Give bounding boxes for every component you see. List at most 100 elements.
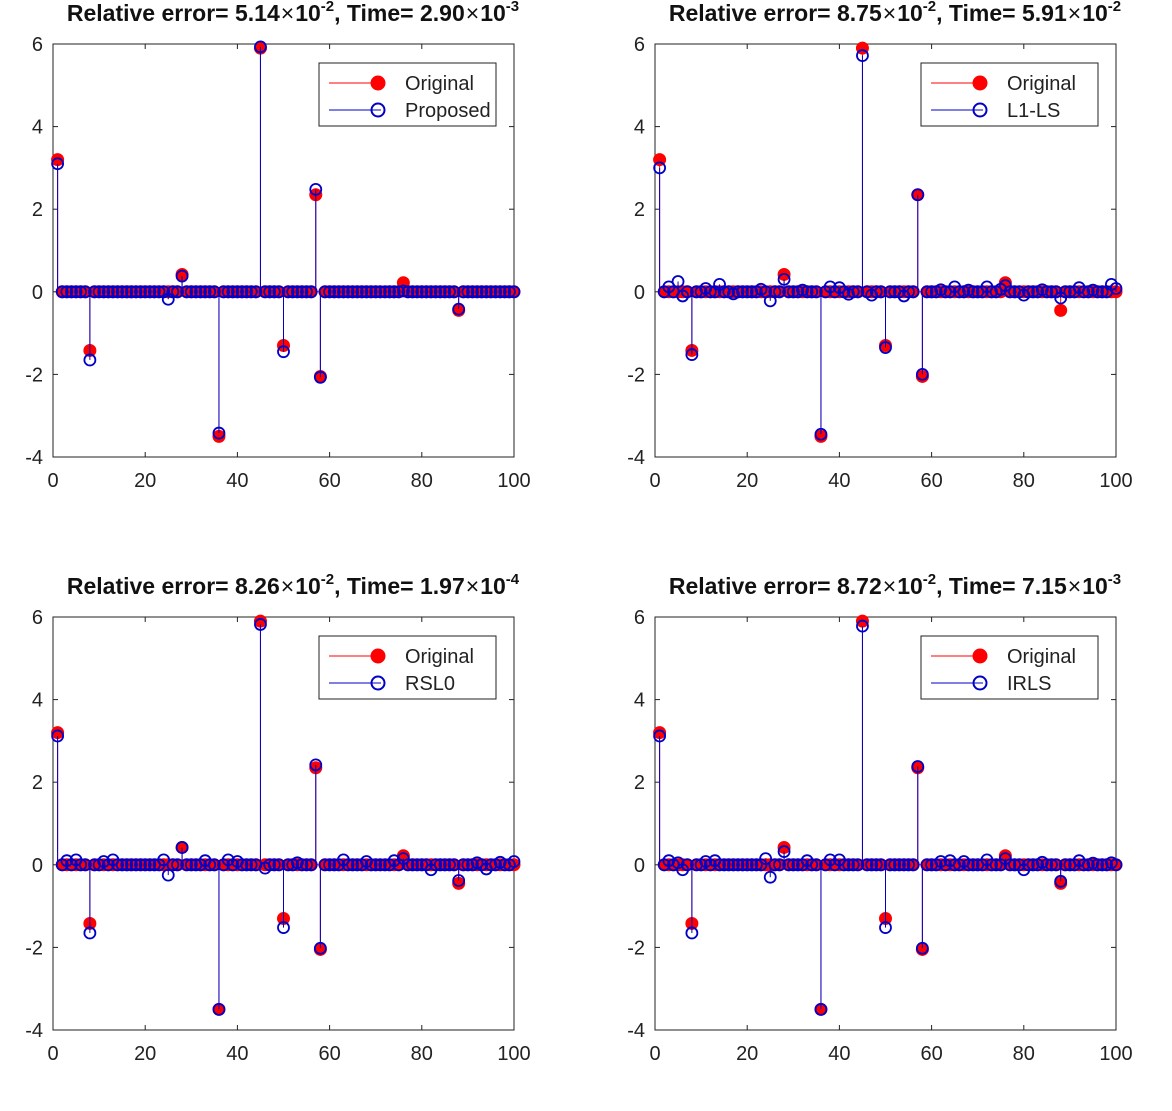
x-tick-label: 20 bbox=[134, 1043, 156, 1065]
stem-plot: 0 20 40 60 80 100 -4 -2 0 2 4 6 Original IRLS bbox=[627, 607, 1132, 1065]
times-sign: × bbox=[882, 573, 897, 599]
recovered-point bbox=[406, 858, 419, 872]
legend-recovered-label: L1-LS bbox=[1007, 100, 1060, 122]
recovered-point bbox=[272, 285, 286, 299]
recovered-point bbox=[369, 285, 383, 299]
recovered-point bbox=[906, 858, 920, 872]
recovered-point bbox=[915, 941, 929, 955]
recovered-point bbox=[925, 285, 939, 299]
error-mantissa: 8.75 bbox=[836, 0, 882, 26]
recovered-point bbox=[731, 285, 745, 299]
recovered-point bbox=[429, 285, 443, 299]
x-tick-label: 100 bbox=[1099, 470, 1132, 492]
recovered-point bbox=[736, 285, 749, 299]
recovered-point bbox=[207, 285, 221, 299]
recovered-point bbox=[484, 285, 498, 299]
title-prefix: Relative error= bbox=[668, 0, 837, 26]
recovered-point bbox=[373, 858, 387, 872]
recovered-point bbox=[745, 858, 759, 872]
recovered-point bbox=[106, 285, 120, 299]
recovered-point bbox=[653, 729, 667, 743]
y-tick-label: 4 bbox=[634, 117, 645, 139]
legend-recovered-marker bbox=[370, 102, 386, 118]
recovered-point bbox=[475, 285, 489, 299]
y-tick-label: 4 bbox=[32, 690, 43, 712]
recovered-point bbox=[443, 858, 456, 872]
recovered-point bbox=[295, 858, 309, 872]
recovered-point bbox=[401, 858, 415, 872]
y-tick-label: 6 bbox=[634, 607, 645, 629]
recovered-point bbox=[189, 285, 203, 299]
recovered-point bbox=[897, 858, 911, 872]
recovered-point bbox=[138, 285, 152, 299]
recovered-point bbox=[235, 285, 249, 299]
recovered-point bbox=[777, 845, 791, 858]
recovered-point bbox=[1109, 282, 1123, 295]
title-mid: , Time= bbox=[936, 573, 1022, 599]
recovered-point bbox=[254, 40, 267, 54]
recovered-point bbox=[1045, 285, 1058, 299]
recovered-point bbox=[1026, 285, 1040, 299]
recovered-point bbox=[902, 285, 915, 299]
recovered-point bbox=[184, 858, 198, 872]
times-sign: × bbox=[280, 573, 295, 599]
recovered-point bbox=[680, 858, 694, 872]
recovered-point bbox=[161, 868, 175, 882]
time-mantissa: 7.15 bbox=[1022, 573, 1067, 599]
recovered-point bbox=[874, 285, 888, 299]
recovered-point bbox=[740, 285, 754, 299]
recovered-point bbox=[809, 858, 823, 872]
recovered-point bbox=[171, 285, 184, 299]
recovered-point bbox=[254, 618, 267, 631]
time-mantissa: 1.97 bbox=[420, 573, 465, 599]
recovered-point bbox=[985, 285, 998, 299]
recovered-point bbox=[851, 858, 865, 872]
recovered-point bbox=[263, 858, 277, 872]
recovered-point bbox=[1095, 858, 1109, 872]
legend-original-label: Original bbox=[405, 646, 474, 668]
recovered-point bbox=[470, 285, 484, 299]
recovered-point bbox=[309, 758, 323, 772]
recovered-point bbox=[1026, 858, 1040, 872]
x-tick-label: 60 bbox=[318, 1043, 340, 1065]
recovered-point bbox=[443, 285, 456, 299]
recovered-point bbox=[180, 285, 194, 299]
recovered-point bbox=[313, 941, 327, 955]
recovered-point bbox=[985, 858, 998, 872]
recovered-point bbox=[350, 285, 364, 299]
time-exponent: -3 bbox=[1107, 571, 1122, 588]
title-prefix: Relative error= bbox=[668, 573, 837, 599]
recovered-point bbox=[800, 285, 814, 299]
title-mid: , Time= bbox=[334, 0, 420, 26]
recovered-point bbox=[360, 285, 373, 299]
recovered-point bbox=[782, 858, 796, 872]
error-exponent: -2 bbox=[922, 0, 937, 15]
recovered-point bbox=[920, 858, 934, 872]
recovered-point bbox=[203, 858, 217, 872]
recovered-point bbox=[69, 285, 83, 299]
recovered-point bbox=[452, 874, 466, 887]
recovered-point bbox=[1054, 874, 1068, 888]
recovered-point bbox=[1003, 858, 1017, 872]
recovered-point bbox=[212, 426, 226, 440]
y-tick-label: 0 bbox=[634, 855, 645, 877]
recovered-point bbox=[277, 921, 290, 934]
recovered-point bbox=[396, 284, 410, 298]
y-tick-label: -2 bbox=[25, 937, 43, 959]
recovered-point bbox=[78, 858, 92, 872]
recovered-point bbox=[782, 285, 796, 299]
legend-recovered-label: RSL0 bbox=[405, 673, 455, 695]
recovered-point bbox=[300, 285, 313, 299]
recovered-point bbox=[281, 285, 295, 299]
recovered-point bbox=[346, 858, 360, 872]
legend-recovered-marker bbox=[370, 675, 386, 691]
recovered-point bbox=[814, 1002, 828, 1016]
title-mid: , Time= bbox=[334, 573, 420, 599]
recovered-point bbox=[906, 285, 920, 299]
axes-box bbox=[654, 616, 1117, 1031]
time-mantissa: 2.90 bbox=[420, 0, 465, 26]
y-tick-label: -2 bbox=[627, 937, 645, 959]
recovered-point bbox=[217, 285, 230, 299]
recovered-point bbox=[842, 858, 856, 872]
x-tick-label: 80 bbox=[411, 1043, 433, 1065]
